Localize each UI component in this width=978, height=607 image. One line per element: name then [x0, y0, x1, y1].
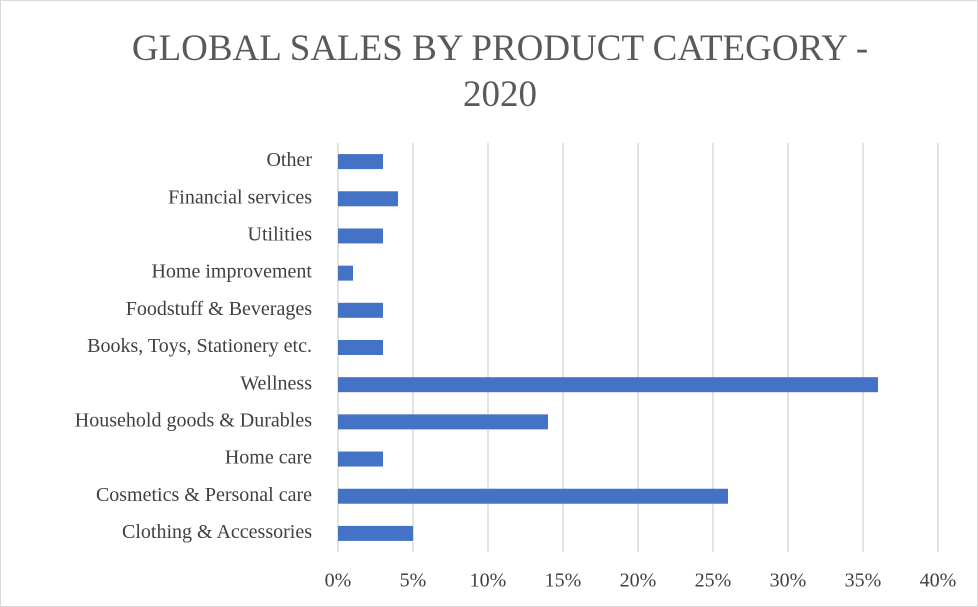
bar [338, 191, 398, 207]
bar [338, 488, 728, 504]
x-tick-label: 30% [770, 570, 807, 592]
y-tick-label: Foodstuff & Beverages [126, 298, 312, 320]
x-tick-label: 40% [920, 570, 957, 592]
y-tick-label: Household goods & Durables [75, 409, 312, 431]
bar [338, 525, 413, 541]
x-tick-label: 35% [845, 570, 882, 592]
bar [338, 265, 353, 281]
y-tick-label: Utilities [248, 224, 313, 246]
x-tick-label: 15% [545, 570, 582, 592]
x-tick-label: 25% [695, 570, 732, 592]
bar [338, 340, 383, 355]
bar [338, 228, 383, 244]
x-tick-label: 5% [400, 570, 427, 592]
bar [338, 414, 548, 430]
bar [338, 154, 383, 170]
y-tick-label: Cosmetics & Personal care [96, 484, 312, 506]
x-tick-label: 10% [470, 570, 507, 592]
y-tick-label: Home care [225, 447, 312, 469]
y-tick-label: Home improvement [151, 261, 312, 283]
x-tick-label: 20% [620, 570, 657, 592]
y-tick-label: Other [266, 149, 312, 171]
y-tick-label: Books, Toys, Stationery etc. [87, 335, 312, 357]
bar [338, 302, 383, 318]
y-tick-label: Wellness [240, 372, 312, 394]
chart-title: GLOBAL SALES BY PRODUCT CATEGORY - 2020 [131, 28, 869, 115]
y-tick-label: Clothing & Accessories [122, 521, 312, 543]
y-tick-label: Financial services [168, 186, 312, 208]
bar [338, 451, 383, 467]
x-tick-label: 0% [325, 570, 352, 592]
bar [338, 377, 878, 393]
